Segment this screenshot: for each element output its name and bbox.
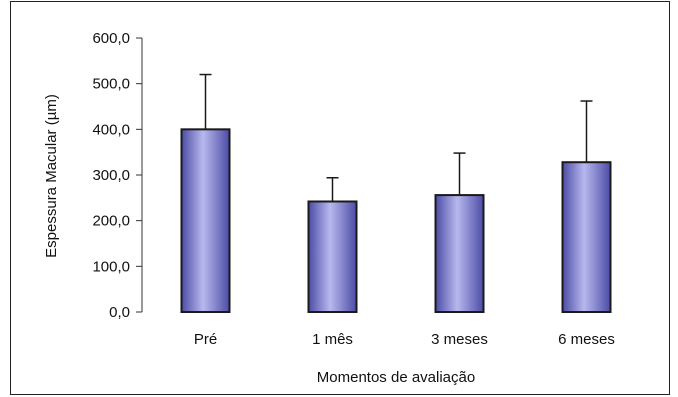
y-tick-label: 500,0 [92, 76, 130, 93]
bars [180, 73, 612, 314]
x-axis-title: Momentos de avaliação [317, 369, 475, 386]
y-tick-label: 0,0 [109, 304, 130, 321]
chart-frame [10, 1, 670, 395]
x-tick-label: Pré [194, 331, 217, 348]
y-tick-label: 100,0 [92, 258, 130, 275]
x-tick-label: 6 meses [558, 331, 615, 348]
bar [561, 161, 612, 313]
x-tick-label: 3 meses [431, 331, 488, 348]
y-axis-title: Espessura Macular (µm) [43, 94, 60, 258]
x-ticks: Pré 1 mês 3 meses 6 meses [194, 331, 615, 348]
y-tick-label: 400,0 [92, 121, 130, 138]
bar [434, 194, 485, 314]
bar [307, 200, 358, 313]
x-tick-label: 1 mês [312, 331, 353, 348]
y-tick-label: 600,0 [92, 30, 130, 47]
y-tick-label: 300,0 [92, 167, 130, 184]
y-ticks: 0,0 100,0 200,0 300,0 400,0 500,0 600,0 [92, 30, 142, 321]
y-tick-label: 200,0 [92, 213, 130, 230]
bar [180, 128, 231, 313]
